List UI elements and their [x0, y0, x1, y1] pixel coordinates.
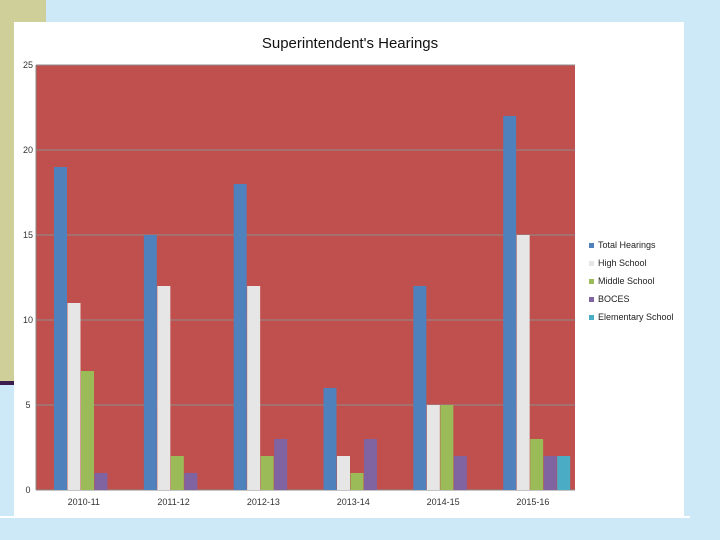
bar [170, 456, 184, 490]
bar [453, 456, 467, 490]
bar [274, 439, 288, 490]
bar [67, 303, 81, 490]
bar [413, 286, 427, 490]
x-tick-label: 2013-14 [337, 497, 370, 507]
bar [54, 167, 67, 490]
legend-swatch [589, 315, 594, 320]
legend-label: BOCES [598, 294, 630, 304]
bar [426, 405, 440, 490]
y-tick-label: 10 [23, 315, 33, 325]
bar [543, 456, 557, 490]
chart-title: Superintendent's Hearings [262, 35, 438, 52]
legend-swatch [589, 243, 594, 248]
bar [233, 184, 247, 490]
y-tick-label: 15 [23, 230, 33, 240]
bar [350, 473, 364, 490]
bar [364, 439, 377, 490]
bar [94, 473, 108, 490]
bar [516, 235, 530, 490]
x-tick-label: 2015-16 [516, 497, 549, 507]
bar [81, 371, 94, 490]
legend-label: Total Hearings [598, 240, 656, 250]
legend-label: Middle School [598, 276, 655, 286]
x-tick-label: 2010-11 [68, 497, 100, 507]
y-tick-label: 5 [25, 400, 30, 410]
x-tick-label: 2014-15 [427, 497, 460, 507]
bar-chart: Superintendent's Hearings 0 5 10 15 20 25 2010… [23, 35, 674, 507]
bar [440, 405, 454, 490]
bar [557, 456, 571, 490]
x-tick-label: 2011-12 [157, 497, 189, 507]
legend: Total Hearings High School Middle School BO… [589, 240, 674, 322]
legend-label: Elementary School [598, 312, 674, 322]
y-tick-label: 0 [25, 485, 30, 495]
bar [184, 473, 198, 490]
legend-swatch [589, 279, 594, 284]
bar [143, 235, 157, 490]
bar [337, 456, 350, 490]
bar [530, 439, 544, 490]
legend-swatch [589, 261, 594, 266]
x-tick-label: 2012-13 [247, 497, 280, 507]
bar [260, 456, 274, 490]
y-tick-label: 20 [23, 145, 33, 155]
bar [247, 286, 261, 490]
y-tick-label: 25 [23, 60, 33, 70]
legend-swatch [589, 297, 594, 302]
chart-slide: Superintendent's Hearings 0 5 10 15 20 25 2010… [14, 22, 684, 516]
legend-label: High School [598, 258, 647, 268]
plot-area [36, 65, 575, 490]
bar [157, 286, 171, 490]
bar [503, 116, 517, 490]
bar [323, 388, 337, 490]
bottom-divider [0, 516, 690, 518]
